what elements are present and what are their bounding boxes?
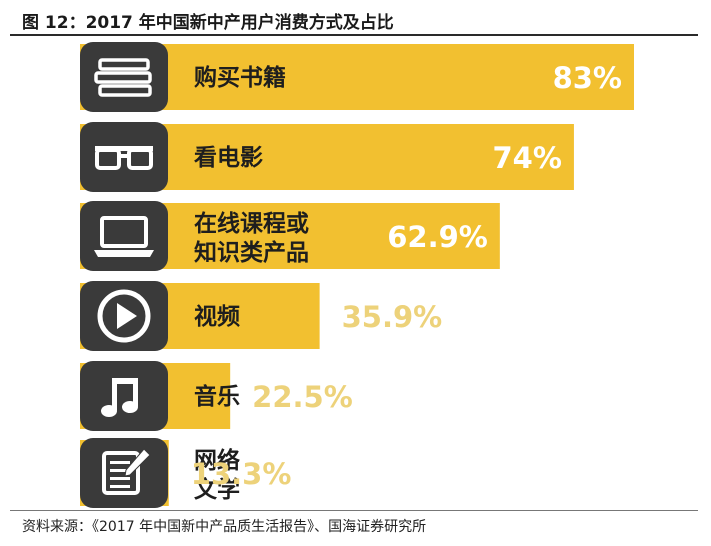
books-icon: [80, 42, 168, 112]
value-label-3: 35.9%: [342, 300, 443, 334]
figure-title: 图 12：2017 年中国新中产用户消费方式及占比: [22, 13, 394, 33]
bar-0: [80, 44, 634, 110]
value-label-2: 62.9%: [387, 220, 488, 254]
glasses-icon: [80, 122, 168, 192]
notepad-icon: [80, 438, 168, 508]
bottom-rule: [10, 510, 698, 511]
category-label-3: 视频: [194, 303, 240, 330]
category-label-5: 网络文学: [194, 447, 240, 503]
category-label-0: 购买书籍: [194, 64, 286, 91]
music-note-icon: [80, 361, 168, 431]
value-label-0: 83%: [553, 61, 622, 95]
category-label-1: 看电影: [194, 145, 263, 171]
value-label-4: 22.5%: [252, 380, 353, 414]
laptop-icon: [80, 201, 168, 271]
top-rule: [10, 34, 698, 36]
category-label-2: 在线课程或知识类产品: [194, 210, 309, 266]
value-label-1: 74%: [493, 141, 562, 175]
value-label-5: 13.3%: [191, 457, 292, 491]
play-icon: [80, 281, 168, 351]
figure-source: 资料来源：《2017 年中国新中产品质生活报告》、国海证券研究所: [22, 519, 427, 535]
category-label-4: 音乐: [194, 383, 240, 410]
